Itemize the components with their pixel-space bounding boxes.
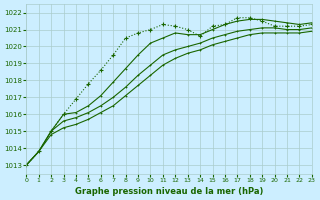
X-axis label: Graphe pression niveau de la mer (hPa): Graphe pression niveau de la mer (hPa) [75,187,263,196]
